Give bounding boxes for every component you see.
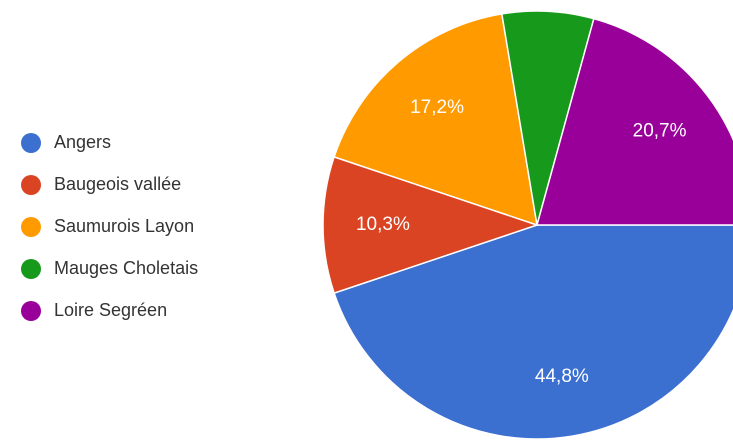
pie-slice	[322, 155, 540, 295]
slice-label: 20,7%	[633, 121, 687, 142]
pie-slice	[333, 13, 538, 227]
legend-marker	[21, 301, 41, 321]
legend-marker	[21, 217, 41, 237]
legend-text: Saumurois Layon	[54, 216, 194, 236]
legend-text: Baugeois vallée	[54, 174, 181, 194]
legend-marker	[21, 259, 41, 279]
pie-slice	[536, 17, 733, 226]
legend-marker	[21, 133, 41, 153]
legend-text: Angers	[54, 132, 111, 152]
pie-slice	[333, 224, 733, 440]
legend-text: Loire Segréen	[54, 300, 167, 320]
legend-marker	[21, 175, 41, 195]
slice-label: 44,8%	[535, 366, 589, 387]
legend-text: Mauges Choletais	[54, 258, 198, 278]
slice-label: 17,2%	[410, 97, 464, 118]
slice-label: 10,3%	[356, 214, 410, 235]
